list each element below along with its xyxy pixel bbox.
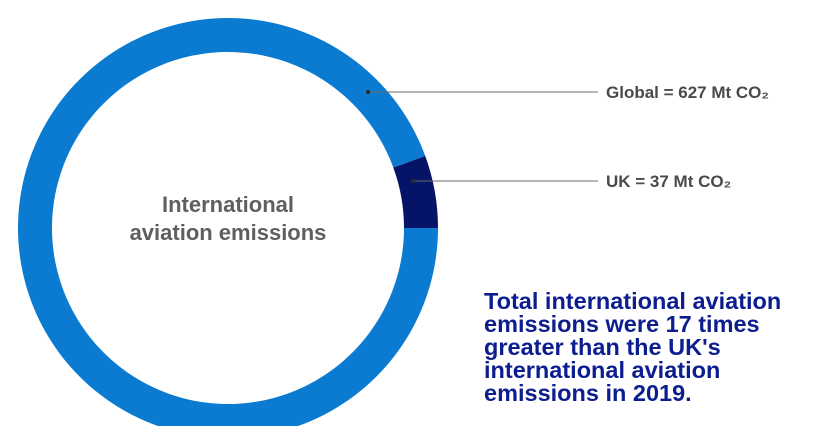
uk-slice-label: UK = 37 Mt CO₂ <box>606 172 731 191</box>
donut-slice-uk <box>393 155 438 228</box>
global-slice-label: Global = 627 Mt CO₂ <box>606 83 769 102</box>
global-leader-dot <box>366 90 370 94</box>
center-label-line-2: aviation emissions <box>130 220 327 245</box>
summary-annotation: Total international aviation emissions w… <box>484 288 782 406</box>
center-label-line-1: International <box>162 192 294 217</box>
uk-leader-dot <box>411 179 415 183</box>
donut-slices <box>18 18 438 426</box>
